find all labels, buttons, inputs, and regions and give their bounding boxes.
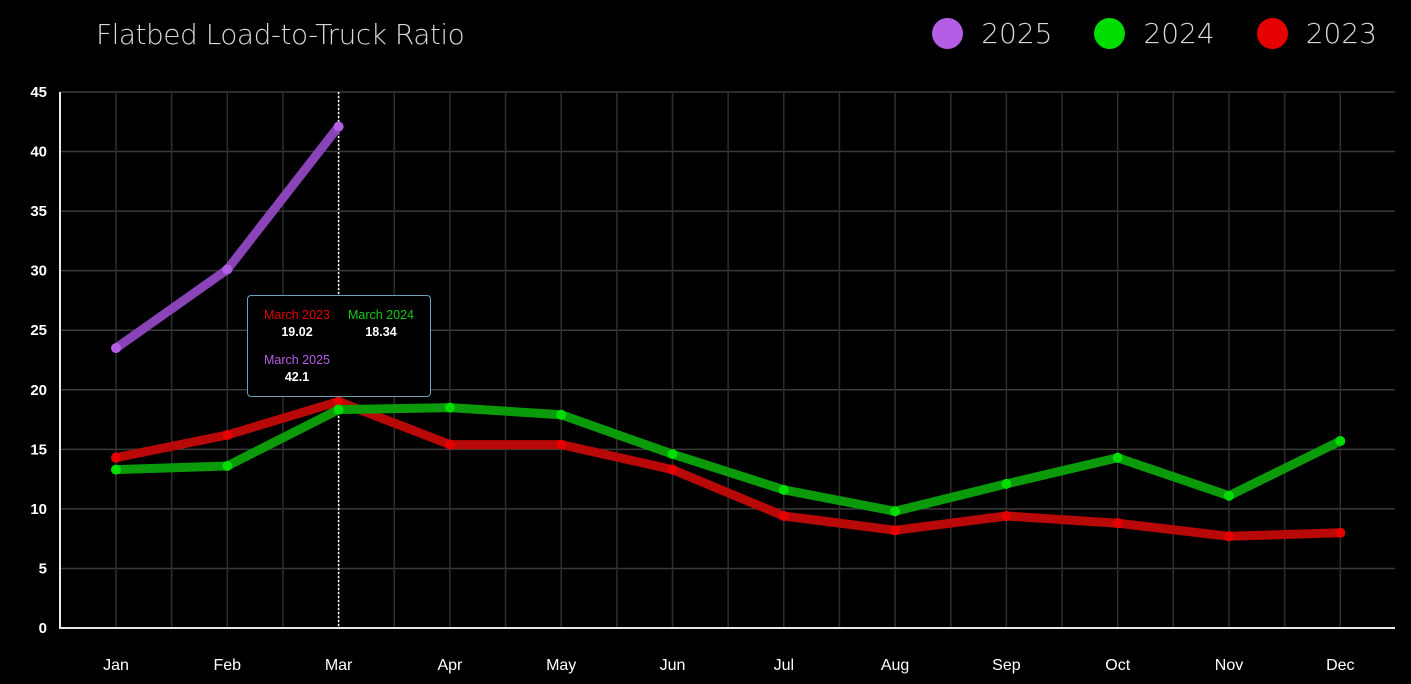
point-2023-apr [444, 439, 455, 450]
tooltip-label-2023: March 2023 [263, 308, 330, 322]
series-line-2023 [111, 397, 1345, 541]
legend-label-2023: 2023 [1305, 17, 1377, 50]
point-2024-jul [778, 484, 789, 495]
y-tick-label-10: 10 [30, 501, 47, 518]
point-2024-oct [1112, 452, 1123, 463]
x-tick-label-dec: Dec [1326, 657, 1354, 674]
chart-legend: 2025 2024 2023 [890, 17, 1377, 50]
y-tick-label-25: 25 [30, 322, 47, 339]
point-2023-may [556, 439, 567, 450]
point-2024-apr [444, 402, 455, 413]
tooltip-entry-2024: March 2024 18.34 [336, 308, 426, 339]
chart-title: Flatbed Load-to-Truck Ratio [96, 18, 465, 51]
tooltip-value-2024: 18.34 [365, 325, 397, 339]
point-2024-may [556, 409, 567, 420]
x-tick-label-apr: Apr [437, 657, 463, 674]
legend-swatch-2025 [932, 18, 964, 49]
point-2023-oct [1112, 518, 1123, 529]
x-tick-label-sep: Sep [992, 657, 1021, 674]
y-tick-label-20: 20 [30, 382, 47, 399]
point-2025-jan [111, 343, 121, 354]
y-tick-label-0: 0 [39, 620, 47, 637]
point-2024-mar [333, 404, 344, 415]
point-2023-nov [1224, 531, 1234, 542]
point-2024-aug [890, 506, 901, 517]
legend-item-2025[interactable]: 2025 [932, 17, 1052, 50]
point-2023-sep [1001, 511, 1012, 522]
point-2023-feb [222, 430, 233, 441]
y-tick-label-5: 5 [39, 560, 47, 577]
y-tick-label-30: 30 [30, 263, 47, 280]
point-2023-dec [1335, 527, 1346, 538]
point-2023-mar [333, 396, 344, 407]
point-2023-jan [111, 452, 121, 463]
legend-label-2025: 2025 [981, 17, 1053, 50]
x-tick-label-aug: Aug [881, 657, 909, 674]
point-2023-jul [778, 511, 789, 522]
x-tick-label-may: May [546, 657, 576, 674]
y-tick-label-40: 40 [30, 144, 47, 161]
x-tick-label-jan: Jan [103, 657, 129, 674]
legend-item-2023[interactable]: 2023 [1256, 17, 1377, 50]
legend-swatch-2023 [1256, 18, 1288, 49]
point-2025-feb [222, 264, 233, 275]
point-2025-mar [333, 121, 344, 132]
x-tick-label-jul: Jul [774, 657, 794, 674]
tooltip-label-2025: March 2025 [263, 353, 330, 367]
point-2023-aug [890, 525, 901, 536]
point-2024-nov [1224, 490, 1234, 501]
point-2024-jan [111, 464, 121, 475]
legend-swatch-2024 [1094, 18, 1126, 49]
tooltip-entry-2025: March 2025 42.1 [252, 353, 342, 384]
point-2023-jun [667, 464, 678, 475]
x-tick-label-mar: Mar [325, 657, 353, 674]
y-tick-label-35: 35 [30, 203, 47, 220]
x-tick-label-feb: Feb [214, 657, 242, 674]
x-tick-label-jun: Jun [660, 657, 686, 674]
point-2024-jun [667, 449, 678, 460]
tooltip-entry-2023: March 2023 19.02 [252, 308, 342, 339]
chart-tooltip: March 2023 19.02 March 2024 18.34 March … [247, 295, 431, 397]
tooltip-value-2025: 42.1 [284, 370, 310, 384]
x-tick-label-oct: Oct [1105, 657, 1130, 674]
series-line-2024 [111, 403, 1345, 516]
point-2024-feb [222, 461, 233, 472]
legend-item-2024[interactable]: 2024 [1094, 17, 1215, 50]
y-tick-label-45: 45 [30, 84, 47, 101]
legend-label-2024: 2024 [1143, 17, 1215, 50]
tooltip-label-2024: March 2024 [347, 308, 414, 322]
point-2024-sep [1001, 478, 1012, 489]
y-tick-label-15: 15 [30, 441, 47, 458]
point-2024-dec [1335, 435, 1346, 446]
x-tick-label-nov: Nov [1215, 657, 1243, 674]
tooltip-value-2023: 19.02 [281, 325, 313, 339]
